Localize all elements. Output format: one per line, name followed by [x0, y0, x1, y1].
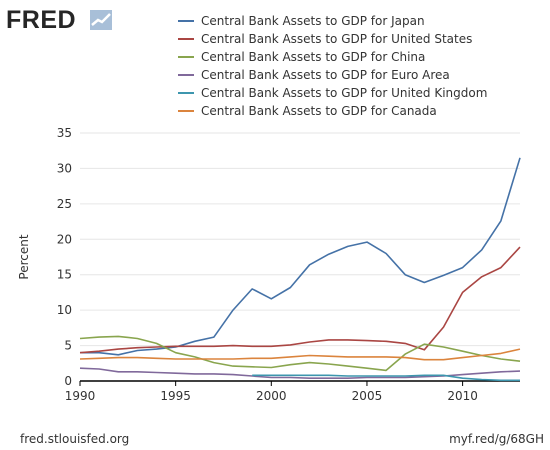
legend-label: Central Bank Assets to GDP for Japan [201, 14, 425, 28]
y-tick-label: 35 [57, 126, 72, 140]
y-axis-title: Percent [17, 234, 31, 279]
legend-swatch [178, 92, 194, 94]
y-tick-label: 30 [57, 161, 72, 175]
legend-swatch [178, 20, 194, 22]
legend-label: Central Bank Assets to GDP for United St… [201, 32, 473, 46]
x-tick-label: 1990 [65, 389, 96, 403]
legend-swatch [178, 38, 194, 40]
series-line-1 [79, 246, 521, 354]
y-tick-label: 15 [57, 268, 72, 282]
x-tick-label: 2010 [447, 389, 478, 403]
fred-logo[interactable]: FRED [6, 6, 76, 35]
y-tick-label: 25 [57, 197, 72, 211]
legend-label: Central Bank Assets to GDP for Euro Area [201, 68, 450, 82]
short-link[interactable]: myf.red/g/68GH [449, 432, 544, 446]
legend-label: Central Bank Assets to GDP for United Ki… [201, 86, 488, 100]
legend-swatch [178, 74, 194, 76]
series-line-5 [79, 348, 521, 361]
legend-swatch [178, 56, 194, 58]
source-link[interactable]: fred.stlouisfed.org [20, 432, 130, 446]
y-tick-label: 5 [64, 339, 72, 353]
y-tick-label: 20 [57, 232, 72, 246]
legend-label: Central Bank Assets to GDP for China [201, 50, 426, 64]
x-tick-label: 2000 [256, 389, 287, 403]
logo-text: FRED [6, 6, 77, 34]
x-tick-label: 1995 [160, 389, 191, 403]
legend-swatch [178, 110, 194, 112]
y-tick-label: 10 [57, 303, 72, 317]
y-tick-label: 0 [64, 374, 72, 388]
series-line-0 [80, 157, 521, 356]
legend-label: Central Bank Assets to GDP for Canada [201, 104, 437, 118]
series-line-2 [79, 335, 521, 372]
line-graph-icon [90, 10, 112, 30]
series-line-4 [252, 374, 520, 382]
x-tick-label: 2005 [352, 389, 383, 403]
